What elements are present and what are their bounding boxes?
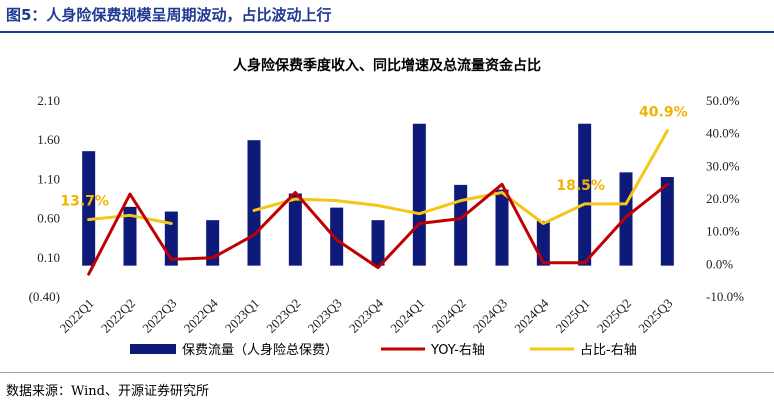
legend-label-share: 占比-右轴: [580, 343, 637, 358]
bar-2024Q1: [412, 123, 426, 266]
chart-area: 人身险保费季度收入、同比增速及总流量资金占比 (0.40) 0.10 0.60 1.1…: [29, 57, 745, 358]
x-tick-label: 2025Q2: [594, 296, 634, 336]
x-tick-label: 2025Q1: [553, 296, 593, 336]
x-tick-label: 2023Q1: [222, 296, 262, 336]
bar-2024Q4: [536, 220, 550, 266]
share-line-segment-1: [252, 129, 669, 225]
y-right-tick: 40.0%: [706, 126, 740, 141]
y-right-tick: 50.0%: [706, 93, 740, 108]
bar-2022Q1: [82, 151, 96, 266]
bar-2025Q1: [578, 123, 592, 266]
x-tick-label: 2022Q4: [181, 295, 222, 336]
bar-2024Q3: [495, 189, 509, 266]
share-data-label: 40.9%: [639, 105, 688, 121]
x-tick-label: 2024Q4: [511, 295, 552, 336]
legend-swatch-bar: [130, 344, 176, 354]
y-left-tick: 0.60: [37, 211, 60, 226]
bar-2023Q2: [288, 193, 302, 266]
x-tick-label: 2024Q2: [429, 296, 469, 336]
bar-2024Q2: [454, 184, 468, 266]
x-tick-label: 2023Q2: [263, 296, 303, 336]
x-tick-label: 2022Q3: [139, 296, 179, 336]
bar-2023Q3: [330, 207, 344, 266]
y-left-tick: 0.10: [37, 250, 60, 265]
yoy-line-segment-0: [87, 182, 669, 276]
source-note: 数据来源：Wind、开源证券研究所: [6, 384, 209, 399]
bar-2025Q3: [660, 177, 674, 266]
x-tick-label: 2024Q3: [470, 296, 510, 336]
x-tick-label: 2025Q3: [635, 296, 675, 336]
share-line-segment-0: [87, 213, 173, 225]
bar-2022Q2: [123, 206, 137, 266]
bar-2023Q4: [371, 220, 385, 266]
figure-title: 图5：人身险保费规模呈周期波动，占比波动上行: [6, 6, 332, 24]
y-right-tick: 10.0%: [706, 224, 740, 239]
legend-label-yoy: YOY-右轴: [430, 343, 485, 358]
x-tick-label: 2023Q4: [346, 295, 387, 336]
x-tick-label: 2023Q3: [305, 296, 345, 336]
title-underline: [0, 31, 774, 33]
bar-2022Q4: [206, 220, 220, 266]
share-data-label: 13.7%: [60, 194, 109, 210]
y-left-tick: 1.60: [37, 132, 60, 147]
y-left-tick: 1.10: [37, 171, 60, 186]
x-tick-label: 2022Q1: [57, 296, 97, 336]
chart-title: 人身险保费季度收入、同比增速及总流量资金占比: [233, 57, 541, 74]
y-right-tick: 30.0%: [706, 158, 740, 173]
bar-2023Q1: [247, 140, 261, 266]
y-right-tick: -10.0%: [706, 289, 744, 304]
x-tick-label: 2022Q2: [98, 296, 138, 336]
y-right-tick: 20.0%: [706, 191, 740, 206]
share-data-label: 18.5%: [556, 178, 605, 194]
y-left-tick: (0.40): [29, 289, 60, 304]
source-divider: [0, 372, 774, 373]
x-tick-label: 2024Q1: [387, 296, 427, 336]
legend-label-bar: 保费流量（人身险总保费）: [182, 342, 338, 358]
y-right-tick: 0.0%: [706, 256, 733, 271]
y-left-tick: 2.10: [37, 93, 60, 108]
